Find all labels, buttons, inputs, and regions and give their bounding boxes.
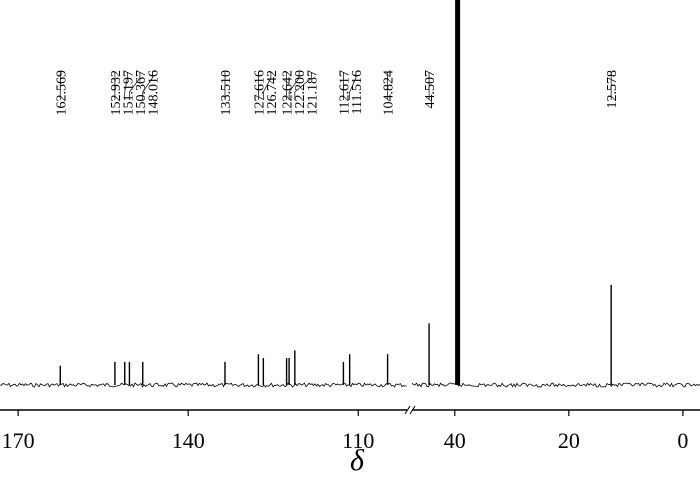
axis-break [409, 405, 416, 415]
peak [288, 358, 290, 385]
label-leader [129, 72, 141, 100]
peak-label: 127.616 [252, 70, 267, 116]
peak [262, 358, 265, 385]
label-leader [294, 72, 312, 100]
peak [348, 354, 351, 385]
x-tick-label: 140 [172, 428, 205, 453]
peak-label: 121.187 [306, 70, 321, 116]
peak-label: 122.642 [281, 70, 296, 116]
label-leader [349, 72, 357, 100]
x-tick-label: 110 [342, 428, 374, 453]
peak [114, 361, 116, 385]
label-leader [262, 72, 272, 100]
peak [257, 354, 260, 385]
peak-label: 111.516 [350, 70, 365, 114]
label-leader [124, 72, 128, 100]
peak [342, 361, 345, 385]
x-tick-label: 20 [558, 428, 580, 453]
peak-label: 104.824 [382, 70, 397, 116]
baseline-noise [0, 382, 407, 388]
peak [224, 361, 226, 385]
label-leader [288, 72, 300, 100]
peak [455, 0, 461, 385]
peak [142, 361, 144, 385]
peak-label: 44.507 [423, 70, 438, 109]
x-tick-label: 170 [2, 428, 35, 453]
peak-label: 12.578 [605, 70, 620, 109]
x-axis-title: δ [350, 444, 365, 477]
peak-label: 162.569 [54, 70, 69, 116]
peak [124, 361, 126, 385]
peak [386, 354, 389, 385]
baseline-noise [411, 382, 700, 388]
x-tick-label: 40 [444, 428, 466, 453]
peak-label: 126.742 [265, 70, 280, 116]
peak-label: 133.510 [219, 70, 234, 116]
peak-label: 151.197 [121, 70, 136, 116]
label-leader [142, 72, 153, 100]
peak [128, 361, 131, 385]
x-tick-label: 0 [677, 428, 688, 453]
peak-label: 148.016 [146, 70, 161, 116]
peak [285, 358, 288, 385]
axis-break [404, 405, 411, 415]
peak-label: 152.932 [109, 70, 124, 116]
peak [610, 284, 612, 385]
peak [428, 323, 430, 385]
peak-label: 112.617 [337, 70, 352, 115]
peak [294, 350, 296, 385]
peak [59, 365, 61, 385]
